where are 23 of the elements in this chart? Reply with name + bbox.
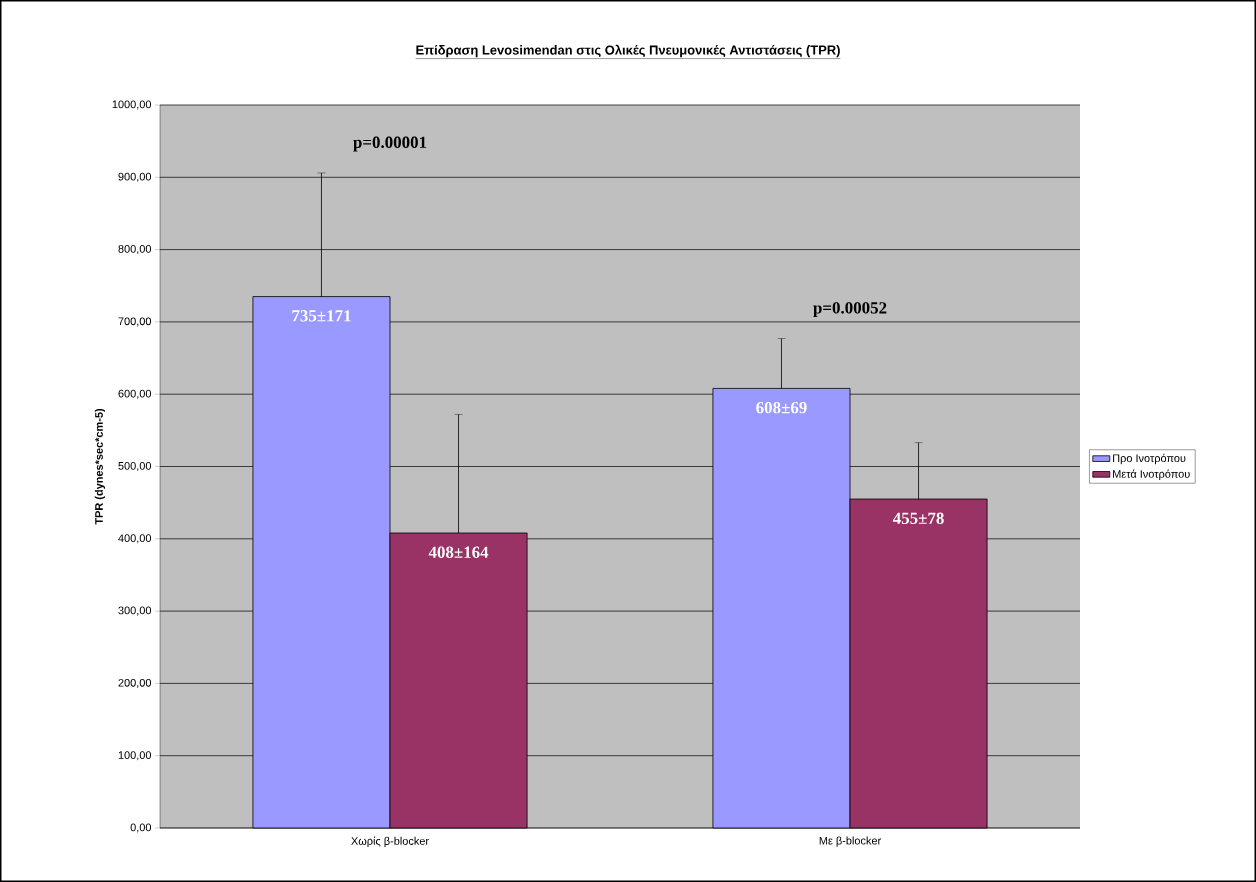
y-tick-label: 700,00 — [118, 317, 152, 327]
y-tick-label: 500,00 — [118, 461, 152, 472]
chart-title: Επίδραση Levosimendan στις Ολικές Πνευμονικές Αντιστάσεις (TPR) — [416, 44, 840, 58]
y-tick-label: 800,00 — [118, 245, 152, 255]
y-tick-label: 900,00 — [118, 172, 152, 182]
data-label: 608±69 — [756, 401, 807, 414]
y-tick-label: 300,00 — [118, 606, 152, 616]
data-label: 735±171 — [292, 310, 351, 322]
annotation: p=0.00001 — [353, 136, 427, 152]
x-tick-label: Με β-blocker — [819, 836, 881, 847]
y-tick-label: 100,00 — [118, 751, 152, 761]
y-tick-label: 200,00 — [118, 678, 152, 688]
y-tick-label: 400,00 — [118, 534, 152, 544]
annotation: p=0.00052 — [813, 302, 887, 318]
data-label: 455±78 — [892, 512, 944, 524]
data-label: 408±164 — [428, 546, 489, 558]
legend-label: Προ Ινοτρόπου — [1113, 453, 1186, 465]
x-tick-label: Χωρίς β-blocker — [351, 836, 429, 848]
legend-label: Μετά Ινοτρόπου — [1113, 469, 1190, 481]
y-tick-label: 0,00 — [130, 823, 152, 833]
y-tick-label: 600,00 — [118, 389, 152, 399]
y-tick-label: 1000,00 — [112, 100, 152, 110]
y-axis-title: TPR (dynes*sec*cm-5) — [94, 408, 106, 525]
